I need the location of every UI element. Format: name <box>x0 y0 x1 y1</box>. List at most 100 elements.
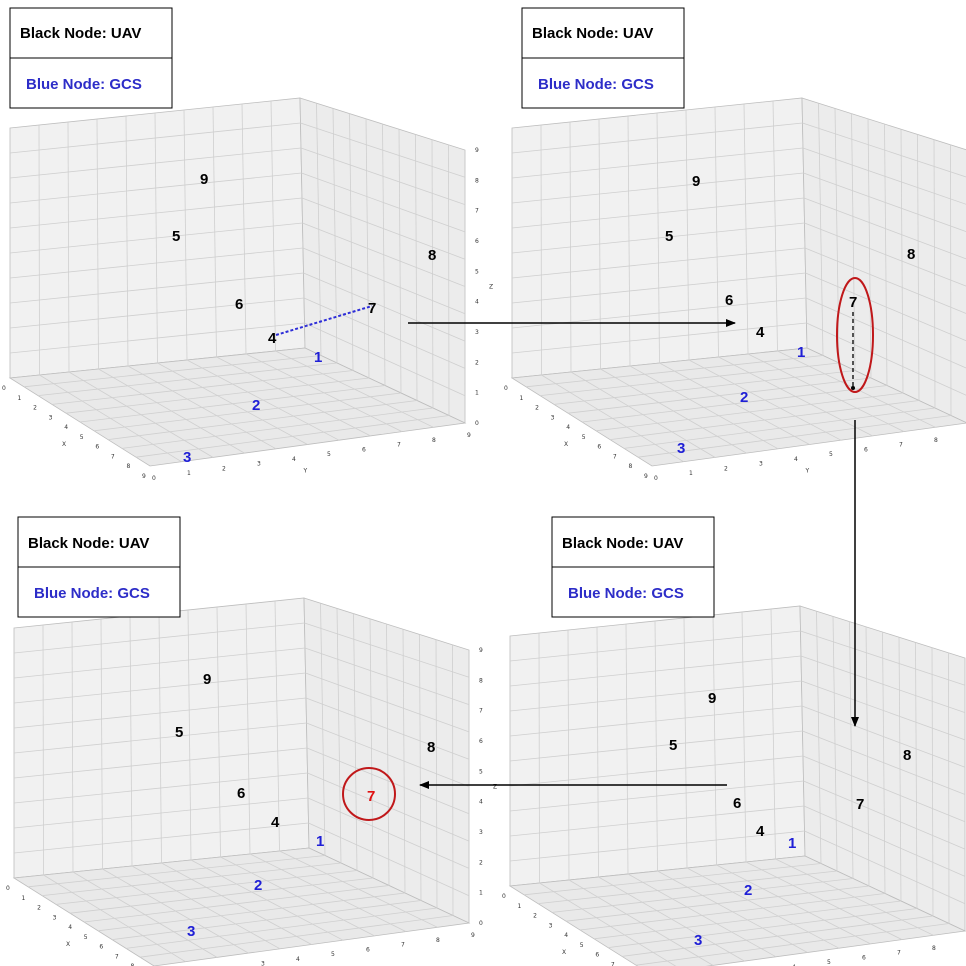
node-1: 1 <box>314 349 322 366</box>
node-8: 8 <box>427 739 435 756</box>
grid-line <box>9 297 305 329</box>
link-4-7 <box>275 305 373 336</box>
z-tick-label: 0 <box>479 920 483 927</box>
grid-line <box>13 797 309 829</box>
z-tick-label: 7 <box>479 708 483 715</box>
grid-line <box>898 637 902 902</box>
y-tick-label: 7 <box>397 442 401 449</box>
x-tick-label: 0 <box>504 385 508 392</box>
grid-line <box>419 634 422 901</box>
nodes-top-right: 9 5 6 8 7 4 1 2 3 <box>665 173 915 457</box>
grid-line <box>274 600 280 852</box>
node-5: 5 <box>172 228 180 245</box>
nodes-bottom-right: 9 5 6 8 7 4 1 2 3 <box>669 690 911 949</box>
node-2: 2 <box>254 877 262 894</box>
x-tick-label: 3 <box>53 914 57 921</box>
grid-line <box>509 805 805 837</box>
grid-line <box>509 780 804 812</box>
grid-line <box>623 407 936 449</box>
x-tick-label: 9 <box>644 473 648 480</box>
x-tick-label: 7 <box>111 453 115 460</box>
grid-line <box>9 222 303 254</box>
legend-box-top-right: Black Node: UAV Blue Node: GCS <box>521 7 685 109</box>
x-tick-label: 4 <box>64 424 68 431</box>
legend-gcs-label: Blue Node: GCS <box>34 585 150 602</box>
x-tick-label: 7 <box>611 961 615 966</box>
z-tick-label: 4 <box>475 299 479 306</box>
y-tick-label: 2 <box>724 465 728 472</box>
grid-line <box>511 222 805 254</box>
grid-line <box>398 129 402 394</box>
grid-line <box>402 629 406 894</box>
x-tick-label: 2 <box>533 913 537 920</box>
grid-line <box>635 923 950 966</box>
grid-line <box>183 109 188 361</box>
floor-pane <box>8 347 467 467</box>
legend-uav-label: Black Node: UAV <box>562 535 683 552</box>
floor-pane <box>12 847 471 966</box>
grid-line <box>245 603 251 855</box>
x-axis-label: X <box>562 949 566 956</box>
grid-line <box>93 392 402 432</box>
grid-line <box>9 247 304 279</box>
grid-line <box>637 415 952 458</box>
grid-line <box>13 822 309 854</box>
grid-line <box>712 614 717 866</box>
x-tick-label: 7 <box>115 953 119 960</box>
legend-uav-label: Black Node: UAV <box>20 25 141 42</box>
node-5: 5 <box>665 228 673 245</box>
node-3: 3 <box>694 932 702 949</box>
node-9: 9 <box>708 690 716 707</box>
y-tick-label: 5 <box>327 451 331 458</box>
grid-line <box>190 859 344 941</box>
x-tick-label: 7 <box>613 453 617 460</box>
node-3: 3 <box>187 923 195 940</box>
grid-line <box>307 772 470 842</box>
grid-line <box>805 272 966 342</box>
grid-line <box>950 144 952 416</box>
grid-line <box>511 272 806 304</box>
grid-line <box>915 642 918 909</box>
z-axis-label: Z <box>489 284 493 291</box>
grid-line <box>13 747 308 779</box>
grid-line <box>304 322 466 397</box>
y-tick-label: 3 <box>759 461 763 468</box>
z-tick-label: 8 <box>475 177 479 184</box>
x-axis-label: X <box>564 441 568 448</box>
node-3: 3 <box>677 440 685 457</box>
grid-line <box>802 730 966 795</box>
grid-line <box>245 353 403 432</box>
y-tick-label: 7 <box>899 442 903 449</box>
grid-line <box>511 247 806 279</box>
grid-line <box>83 885 390 923</box>
grid-line <box>97 892 406 932</box>
x-tick-label: 0 <box>2 385 6 392</box>
grid-line <box>683 617 688 869</box>
z-tick-label: 5 <box>475 268 479 275</box>
node-1: 1 <box>788 835 796 852</box>
node-9: 9 <box>692 173 700 190</box>
node-9: 9 <box>203 671 211 688</box>
x-tick-label: 4 <box>564 932 568 939</box>
x-tick-label: 2 <box>37 905 41 912</box>
y-tick-label: 5 <box>827 959 831 966</box>
x-tick-label: 8 <box>130 963 134 966</box>
grid-line <box>13 722 307 754</box>
grid-line <box>581 385 888 423</box>
grid-line <box>621 915 934 957</box>
x-tick-label: 1 <box>518 903 522 910</box>
y-tick-label: 8 <box>436 937 440 944</box>
z-tick-label: 1 <box>479 890 483 897</box>
descent-endpoint <box>851 386 855 390</box>
y-tick-label: 8 <box>432 437 436 444</box>
x-tick-label: 4 <box>566 424 570 431</box>
x-tick-label: 5 <box>84 934 88 941</box>
node-6: 6 <box>733 795 741 812</box>
y-tick-label: 9 <box>467 432 471 439</box>
grid-line <box>579 893 886 931</box>
grid-line <box>308 822 470 897</box>
x-tick-label: 5 <box>80 434 84 441</box>
z-tick-label: 4 <box>479 799 483 806</box>
node-7: 7 <box>849 294 857 311</box>
